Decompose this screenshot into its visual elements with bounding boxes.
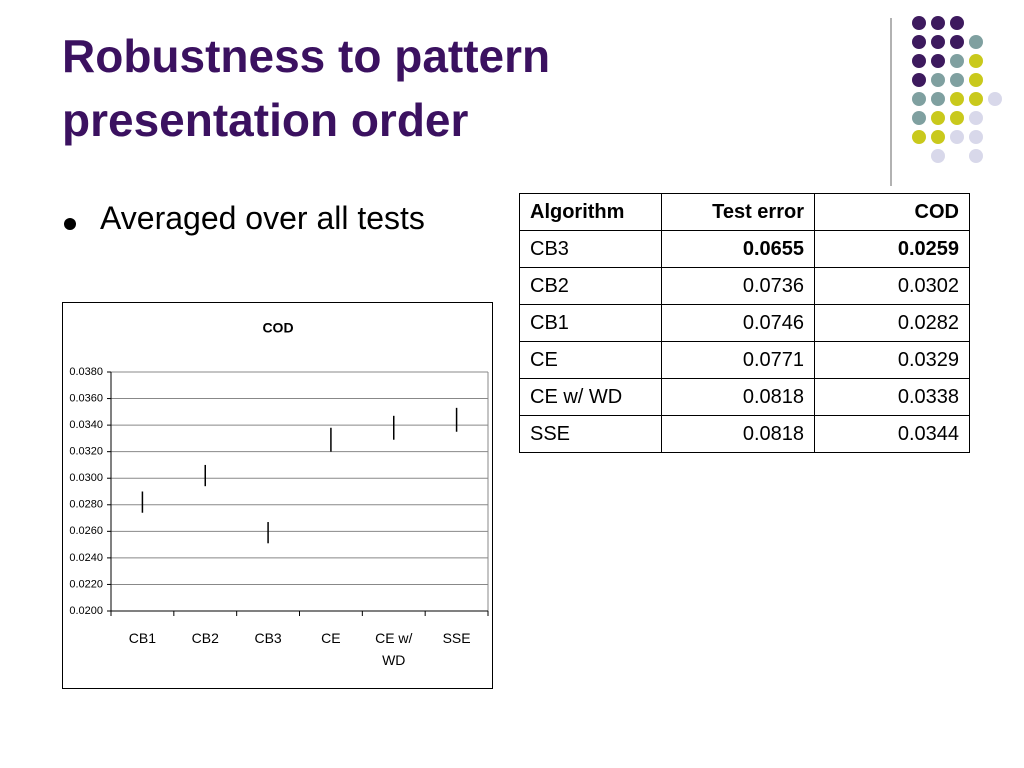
y-tick-label: 0.0200 (69, 605, 103, 617)
table-cell: 0.0746 (661, 304, 815, 342)
decor-dot (912, 73, 926, 87)
y-tick-label: 0.0380 (69, 366, 103, 378)
results-table: Algorithm Test error COD CB3 0.0655 0.0259 CB… (519, 193, 970, 453)
x-tick-label: CB1 (128, 630, 157, 646)
decor-dot (950, 54, 964, 68)
x-tick-label: SSE (442, 630, 471, 646)
decor-dot (950, 130, 964, 144)
table-cell: SSE (519, 415, 662, 453)
y-tick-label: 0.0360 (69, 392, 103, 404)
decor-dot (931, 73, 945, 87)
decor-dot (950, 92, 964, 106)
decor-dot (931, 92, 945, 106)
table-cell: 0.0259 (814, 230, 970, 268)
table-cell: 0.0818 (661, 378, 815, 416)
table-row: CB3 0.0655 0.0259 (519, 230, 970, 268)
x-tick-label: CB3 (254, 630, 282, 646)
table-cell: CE (519, 341, 662, 379)
table-cell: 0.0344 (814, 415, 970, 453)
x-tick-label: CB2 (191, 630, 219, 646)
decor-dot (988, 92, 1002, 106)
table-cell: 0.0818 (661, 415, 815, 453)
table-cell: CE w/ WD (519, 378, 662, 416)
decor-dot (969, 111, 983, 125)
y-tick-label: 0.0220 (69, 578, 103, 590)
decor-dot (969, 73, 983, 87)
decor-dot (969, 54, 983, 68)
table-cell: CB3 (519, 230, 662, 268)
table-row: CB1 0.0746 0.0282 (519, 304, 970, 342)
table-cell: 0.0655 (661, 230, 815, 268)
decor-dot (969, 149, 983, 163)
table-row: SSE 0.0818 0.0344 (519, 415, 970, 453)
table-cell: 0.0338 (814, 378, 970, 416)
decor-dot (950, 16, 964, 30)
chart-frame: COD 0.0200 0.0220 0.0240 0.0260 0.0280 0.0300… (62, 302, 493, 689)
y-tick-label: 0.0320 (69, 446, 103, 458)
chart: COD 0.0200 0.0220 0.0240 0.0260 0.0280 0.0300… (69, 320, 489, 617)
y-tick-label: 0.0340 (69, 419, 103, 431)
decor-dot (931, 111, 945, 125)
decor-dot (931, 130, 945, 144)
decor-dot (912, 16, 926, 30)
table-cell: CB2 (519, 267, 662, 305)
decor-dot (950, 111, 964, 125)
y-tick-label: 0.0300 (69, 472, 103, 484)
table-cell: 0.0329 (814, 341, 970, 379)
decor-dot (912, 111, 926, 125)
decor-dot (931, 16, 945, 30)
table-cell: 0.0302 (814, 267, 970, 305)
decoration (890, 16, 1002, 186)
table-cell: CB1 (519, 304, 662, 342)
table-cell: 0.0736 (661, 267, 815, 305)
x-tick-label: CE (321, 630, 341, 646)
decor-dot (912, 35, 926, 49)
table-cell: 0.0282 (814, 304, 970, 342)
table-row: CB2 0.0736 0.0302 (519, 267, 970, 305)
decor-dot (912, 54, 926, 68)
decor-dot (969, 92, 983, 106)
table-row: CE w/ WD 0.0818 0.0338 (519, 378, 970, 416)
decor-dot (950, 73, 964, 87)
chart-title: COD (262, 320, 293, 336)
y-tick-label: 0.0260 (69, 525, 103, 537)
y-tick-label: 0.0280 (69, 499, 103, 511)
decor-dot (931, 54, 945, 68)
x-tick-label: CE w/ WD (375, 630, 413, 668)
decor-dot (912, 130, 926, 144)
table-row: CE 0.0771 0.0329 (519, 341, 970, 379)
y-tick-label: 0.0240 (69, 552, 103, 564)
decor-dot (912, 92, 926, 106)
bullet-dot (64, 218, 76, 230)
decor-dot (969, 35, 983, 49)
table-header: Algorithm (519, 193, 662, 231)
decor-dot (950, 35, 964, 49)
decor-dot (931, 35, 945, 49)
bullet-text: Averaged over all tests (100, 200, 425, 236)
slide-title: Robustness to pattern presentation order (62, 30, 551, 146)
table-header: COD (814, 193, 970, 231)
decor-dot (931, 149, 945, 163)
decor-dot (969, 130, 983, 144)
table-header: Test error (661, 193, 815, 231)
table-cell: 0.0771 (661, 341, 815, 379)
